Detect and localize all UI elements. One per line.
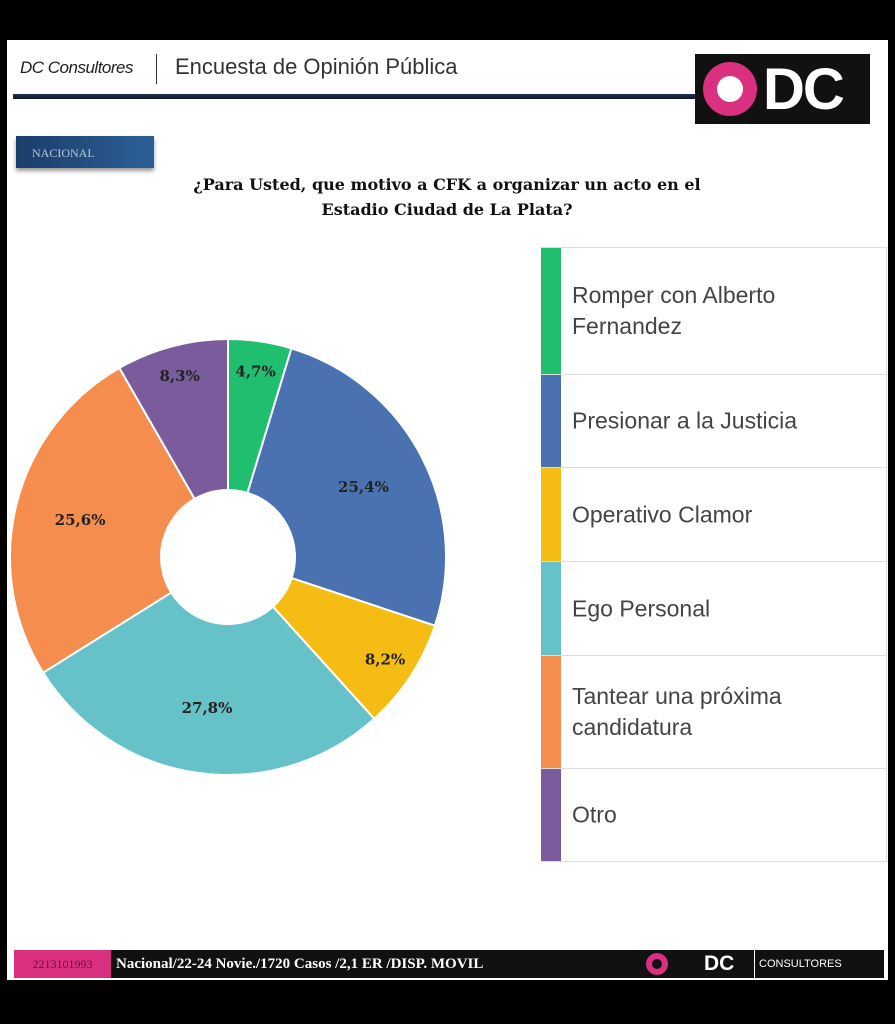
data-label: 25,6% bbox=[55, 511, 106, 529]
logo-text: DC bbox=[763, 57, 845, 122]
data-label: 27,8% bbox=[182, 699, 233, 717]
page-title: Encuesta de Opinión Pública bbox=[175, 54, 458, 79]
logo-ring-icon bbox=[703, 62, 757, 116]
legend-label: Ego Personal bbox=[572, 595, 711, 621]
legend-swatch bbox=[541, 562, 561, 655]
footer-bar: 2213101993 Nacional/22-24 Novie./1720 Ca… bbox=[14, 950, 884, 978]
footer-logo-sub: CONSULTORES bbox=[754, 950, 842, 978]
donut-slice bbox=[9, 366, 196, 675]
footer-code: 2213101993 bbox=[14, 950, 111, 978]
chart-title: ¿Para Usted, que motivo a CFK a organiza… bbox=[193, 175, 701, 219]
footer-logo-text: DC bbox=[704, 952, 735, 975]
legend: Romper con Alberto Fernandez Presionar a … bbox=[541, 247, 887, 862]
legend-swatch bbox=[541, 656, 561, 768]
donut-chart: 4,7% 25,4% 8,2% 27,8% 25,6% 8,3% bbox=[9, 337, 447, 776]
legend-label: Operativo Clamor bbox=[572, 501, 753, 527]
legend-label: Romper con Alberto Fernandez bbox=[572, 282, 776, 339]
donut-slice bbox=[41, 591, 376, 776]
legend-item: Operativo Clamor bbox=[541, 467, 887, 561]
header-rule bbox=[13, 94, 703, 99]
legend-swatch bbox=[541, 248, 561, 374]
legend-swatch bbox=[541, 468, 561, 561]
legend-label: Tantear una próxima candidatura bbox=[572, 683, 782, 740]
donut-slice bbox=[246, 347, 447, 627]
data-label: 8,3% bbox=[159, 367, 199, 385]
data-label: 8,2% bbox=[365, 650, 405, 668]
footer-info: Nacional/22-24 Novie./1720 Casos /2,1 ER… bbox=[116, 956, 484, 972]
legend-item: Otro bbox=[541, 768, 887, 862]
legend-label: Otro bbox=[572, 801, 617, 828]
brand-name: DC Consultores bbox=[20, 58, 134, 77]
legend-item: Romper con Alberto Fernandez bbox=[541, 247, 887, 374]
data-label: 25,4% bbox=[338, 478, 389, 496]
legend-swatch bbox=[541, 375, 561, 467]
dc-logo: DC bbox=[695, 54, 870, 124]
legend-item: Tantear una próxima candidatura bbox=[541, 655, 887, 768]
scope-tag-label: NACIONAL bbox=[32, 146, 95, 160]
slide: DC Consultores Encuesta de Opinión Públi… bbox=[7, 40, 888, 980]
legend-swatch bbox=[541, 769, 561, 861]
data-label: 4,7% bbox=[235, 363, 275, 381]
legend-item: Presionar a la Justicia bbox=[541, 374, 887, 467]
scope-tag: NACIONAL bbox=[16, 136, 154, 168]
footer-logo-ring-icon bbox=[646, 953, 668, 975]
donut-slice bbox=[118, 337, 229, 501]
legend-item: Ego Personal bbox=[541, 561, 887, 655]
header-divider bbox=[156, 54, 157, 84]
legend-label: Presionar a la Justicia bbox=[572, 407, 797, 434]
